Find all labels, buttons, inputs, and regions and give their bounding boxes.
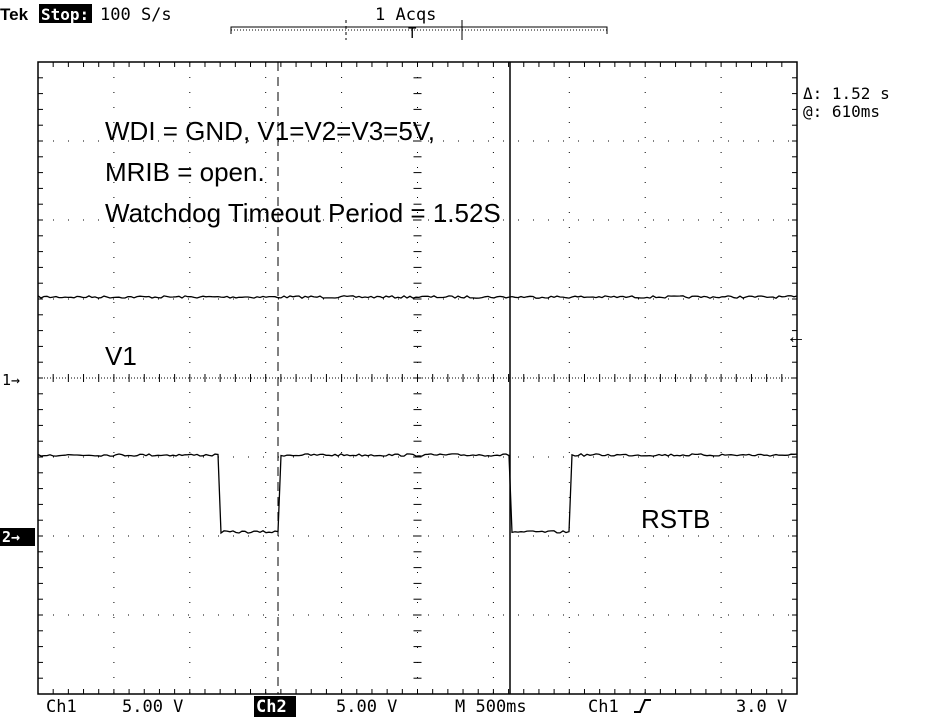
trace-v1	[37, 295, 798, 299]
ch2-scale: 5.00 V	[336, 697, 397, 717]
sample-rate: 100 S/s	[100, 5, 172, 25]
brand: Tek	[0, 5, 29, 24]
record-bracket	[230, 26, 608, 34]
trigger-slope	[634, 699, 651, 713]
channel-marker: 1→	[2, 371, 20, 389]
cursor-delta: Δ: 1.52 s	[803, 84, 890, 103]
trigger-level: 3.0 V	[736, 697, 787, 717]
ch1-scale: 5.00 V	[122, 697, 183, 717]
trace-rstb	[37, 453, 798, 535]
status: Stop:	[41, 5, 89, 24]
ch2-label: Ch2	[256, 697, 287, 717]
trigger-level-arrow: ←	[786, 326, 806, 348]
trigger-marker: T	[408, 26, 417, 42]
ch1-label: Ch1	[46, 697, 77, 717]
annotation: WDI = GND, V1=V2=V3=5V,	[105, 116, 435, 146]
trace-label: V1	[105, 341, 137, 371]
channel-marker: 2→	[2, 528, 20, 546]
channel-marker-box	[0, 528, 35, 546]
graticule	[37, 61, 798, 695]
timebase: M 500ms	[455, 697, 527, 717]
status-box	[39, 4, 92, 23]
traces	[37, 295, 798, 535]
annotation: Watchdog Timeout Period = 1.52S	[105, 198, 501, 228]
acquisitions: 1 Acqs	[375, 5, 436, 25]
ch2-box	[254, 696, 296, 717]
trigger-source: Ch1	[588, 697, 619, 717]
annotation: MRIB = open.	[105, 157, 265, 187]
trace-label: RSTB	[641, 504, 710, 534]
cursor-at: @: 610ms	[803, 102, 880, 121]
